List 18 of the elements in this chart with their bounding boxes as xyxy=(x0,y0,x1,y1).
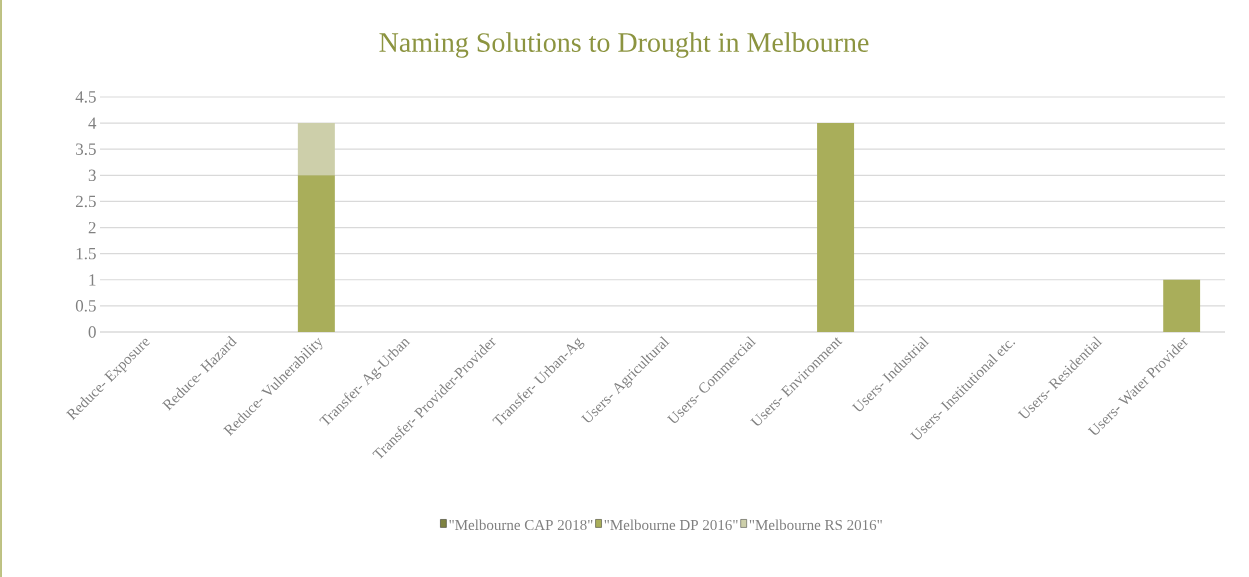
y-tick-label: 4 xyxy=(88,117,97,129)
y-tick-label: 2 xyxy=(88,221,96,234)
y-tick-label: 0.5 xyxy=(75,300,96,312)
y-tick-label: 1 xyxy=(89,274,96,286)
y-tick-label: 0 xyxy=(88,326,96,338)
y-tick-label: 2.5 xyxy=(75,195,96,208)
bar xyxy=(817,123,855,332)
y-tick-label: 3 xyxy=(88,169,96,182)
chart-title: Naming Solutions to Drought in Melbourne xyxy=(379,32,869,58)
bar xyxy=(1163,279,1201,332)
legend-label: "Melbourne DP 2016" xyxy=(604,519,738,531)
y-tick-label: 3.5 xyxy=(76,143,96,155)
y-tick-label: 4.5 xyxy=(75,91,96,103)
y-tick-label: 1.5 xyxy=(76,247,96,260)
legend-label: "Melbourne CAP 2018" xyxy=(449,519,593,531)
bar xyxy=(297,175,335,332)
legend-label: "Melbourne RS 2016" xyxy=(749,519,882,531)
bar xyxy=(297,123,335,176)
